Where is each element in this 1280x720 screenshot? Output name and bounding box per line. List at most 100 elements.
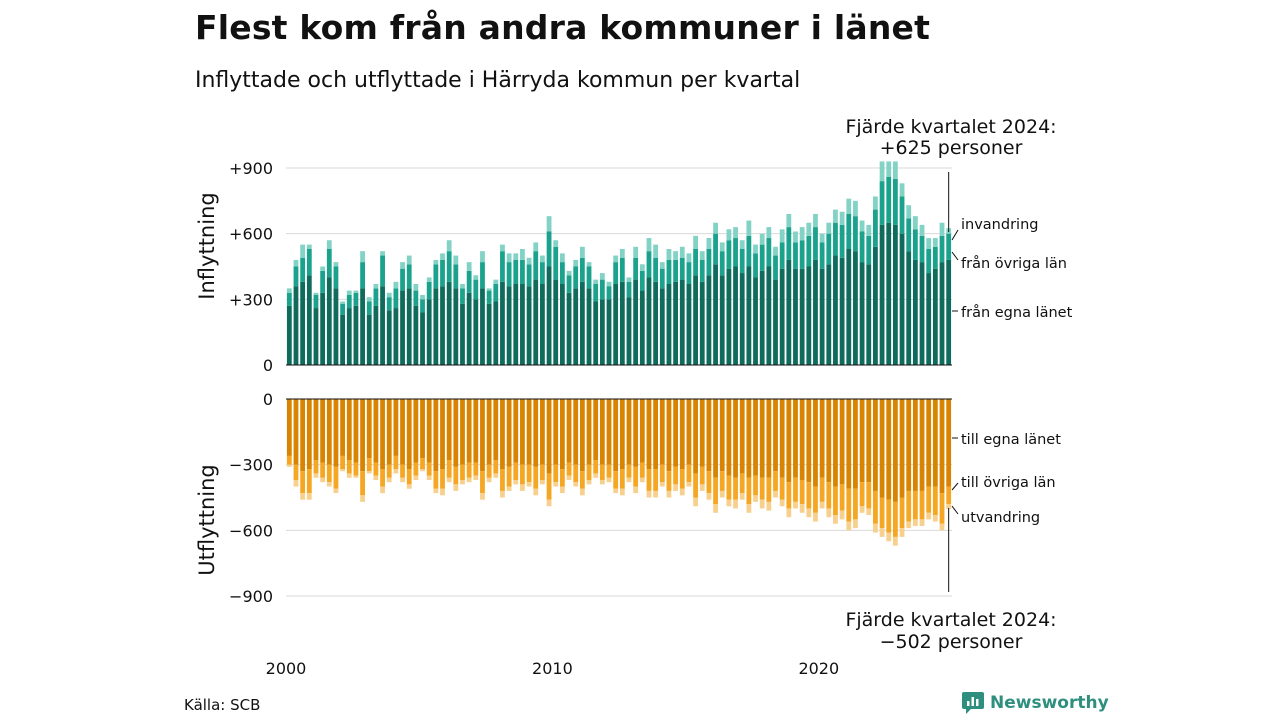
bar-in-foreign	[653, 244, 659, 258]
bar-in-other	[486, 290, 492, 304]
bar-out-other	[406, 469, 412, 485]
bar-in-own	[360, 288, 365, 365]
bar-in-own	[380, 286, 385, 365]
bar-out-other	[773, 471, 778, 491]
bar-out-own	[666, 399, 672, 472]
bar-in-foreign	[932, 238, 938, 247]
bar-in-own	[706, 275, 712, 365]
bar-in-own	[586, 288, 592, 365]
bar-out-foreign	[540, 479, 545, 485]
bar-in-own	[699, 281, 705, 365]
bar-out-own	[466, 399, 472, 463]
bar-in-other	[886, 176, 892, 223]
bar-out-other	[446, 460, 452, 478]
bar-in-other	[813, 227, 818, 260]
bar-in-foreign	[646, 238, 652, 252]
bar-in-other	[746, 235, 752, 267]
bar-out-other	[466, 462, 472, 478]
bar-out-own	[506, 399, 512, 467]
bar-in-other	[520, 259, 525, 285]
bar-out-other	[599, 464, 605, 480]
x-tick-labels: 2000 2010 2020	[266, 659, 840, 678]
bar-out-foreign	[366, 471, 372, 474]
bar-in-other	[360, 262, 365, 289]
bar-out-own	[300, 399, 306, 472]
bar-out-foreign	[386, 477, 392, 483]
bar-in-other	[326, 248, 332, 278]
newsworthy-icon	[962, 692, 984, 714]
bar-in-foreign	[606, 281, 612, 287]
bar-in-other	[892, 178, 898, 225]
bar-in-other	[932, 246, 938, 269]
bar-in-foreign	[839, 211, 845, 225]
bar-out-own	[400, 399, 405, 465]
bar-in-other	[659, 268, 665, 289]
bar-out-other	[819, 477, 825, 502]
label-fran-egna-lanet: från egna länet	[961, 304, 1073, 321]
bar-in-own	[659, 288, 665, 365]
bar-in-foreign	[853, 200, 858, 217]
bar-out-foreign	[413, 475, 419, 480]
bar-in-other	[573, 266, 579, 289]
bar-out-foreign	[833, 515, 838, 524]
bar-in-own	[753, 277, 758, 365]
bar-out-foreign	[926, 512, 932, 520]
bar-in-other	[426, 281, 432, 300]
bar-out-other	[533, 466, 539, 489]
bar-in-other	[546, 231, 552, 267]
bar-out-foreign	[353, 475, 359, 478]
bar-in-own	[819, 268, 825, 365]
bar-in-foreign	[540, 255, 545, 263]
bar-out-other	[386, 464, 392, 478]
bar-in-other	[460, 288, 465, 304]
bar-out-foreign	[873, 523, 878, 533]
bar-out-other	[333, 466, 339, 489]
label-invandring: invandring	[961, 217, 1038, 233]
bar-out-own	[813, 399, 818, 487]
bar-in-own	[533, 279, 539, 365]
bar-in-other	[866, 235, 872, 265]
bar-out-other	[653, 469, 659, 491]
bar-out-foreign	[773, 490, 778, 498]
bar-in-other	[826, 233, 832, 265]
bar-in-foreign	[533, 242, 539, 252]
y-tick-bottom: −300	[229, 456, 273, 475]
bar-in-foreign	[520, 248, 525, 260]
bar-in-other	[466, 270, 472, 293]
bar-in-foreign	[912, 216, 918, 230]
bar-out-other	[699, 466, 705, 485]
bar-out-foreign	[440, 488, 445, 496]
bar-out-foreign	[400, 477, 405, 483]
bar-in-other	[593, 284, 599, 302]
bar-out-foreign	[466, 477, 472, 483]
bar-in-foreign	[306, 244, 312, 249]
bar-out-own	[473, 399, 479, 463]
bar-out-other	[320, 462, 326, 478]
bar-out-other	[486, 464, 492, 478]
bar-out-other	[586, 464, 592, 480]
bar-in-other	[480, 262, 485, 289]
bar-out-own	[919, 399, 925, 491]
chart-title: Flest kom från andra kommuner i länet	[195, 8, 931, 47]
bar-in-other	[533, 251, 539, 280]
bar-out-foreign	[892, 536, 898, 546]
bar-out-foreign	[500, 490, 505, 498]
bar-out-own	[699, 399, 705, 467]
bar-out-other	[426, 462, 432, 476]
y-tick-top: +600	[229, 225, 273, 244]
bar-out-other	[513, 462, 519, 480]
annotation-top-line1: Fjärde kvartalet 2024:	[845, 116, 1056, 138]
bar-out-foreign	[340, 469, 346, 472]
leader-lines	[951, 229, 959, 515]
bar-out-other	[493, 460, 499, 474]
bar-out-foreign	[393, 469, 399, 474]
bar-in-other	[733, 238, 738, 267]
bar-out-other	[346, 460, 352, 474]
bar-in-foreign	[833, 209, 838, 223]
bar-out-other	[739, 473, 745, 494]
bar-out-foreign	[626, 477, 632, 483]
bar-out-own	[859, 399, 865, 483]
bar-out-other	[413, 462, 419, 476]
y-tick-bottom: −600	[229, 521, 273, 540]
bar-out-own	[899, 399, 905, 498]
